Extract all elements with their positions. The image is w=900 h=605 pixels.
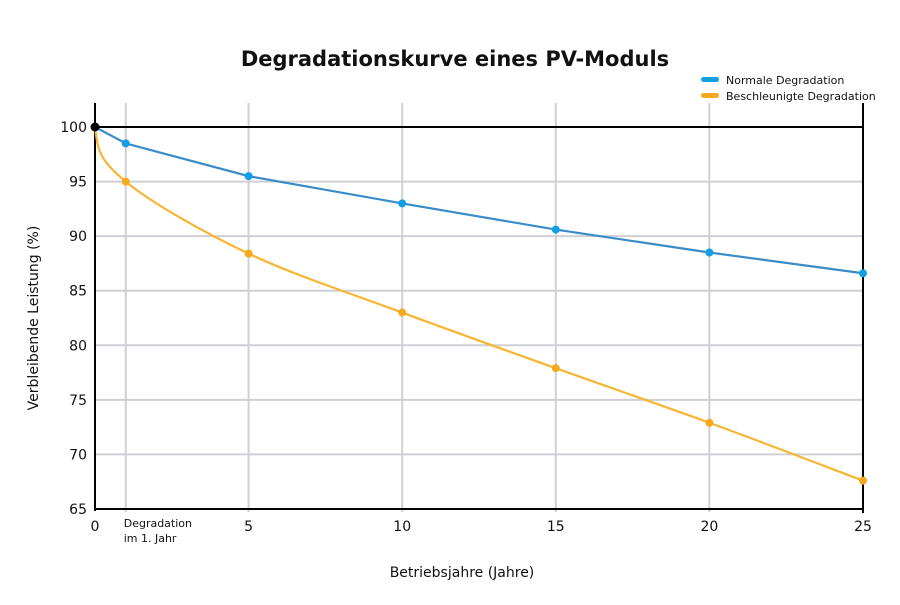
legend-label-normal: Normale Degradation (726, 74, 844, 87)
y-axis-label: Verbleibende Leistung (%) (26, 226, 42, 411)
x-tick-label: 15 (547, 519, 565, 535)
data-point (398, 199, 407, 208)
series-line-normal (94, 126, 864, 275)
y-tick-label: 85 (69, 284, 87, 300)
legend-label-accelerated: Beschleunigte Degradation (726, 90, 876, 103)
x-axis-label: Betriebsjahre (Jahre) (390, 565, 535, 581)
legend: Normale Degradation Beschleunigte Degrad… (701, 74, 876, 103)
y-tick-label: 65 (69, 502, 87, 518)
x-tick-label: 20 (700, 519, 718, 535)
y-tick-label: 70 (69, 447, 87, 463)
legend-item-accelerated: Beschleunigte Degradation (701, 90, 876, 103)
y-tick-label: 100 (60, 120, 87, 136)
tick-labels: 65 70 75 80 85 90 95 100 0 5 10 15 20 25 Degradation im… (60, 120, 872, 545)
legend-swatch-normal (701, 77, 719, 82)
x-tick-label: 25 (854, 519, 872, 535)
data-point (551, 225, 560, 234)
data-point (121, 139, 130, 148)
legend-swatch-accelerated (701, 93, 719, 98)
x-tick-label: 0 (91, 519, 100, 535)
series (90, 122, 867, 485)
x-tick-label: 10 (393, 519, 411, 535)
y-tick-label: 95 (69, 175, 87, 191)
annotation-label: Degradation (124, 517, 192, 530)
data-point (244, 249, 253, 258)
data-point (859, 269, 867, 278)
data-point (705, 248, 714, 257)
data-point (859, 476, 867, 485)
axes (94, 103, 864, 513)
data-point (551, 364, 560, 373)
annotation-label: im 1. Jahr (124, 532, 177, 545)
x-tick-label: 5 (244, 519, 253, 535)
start-point (90, 122, 100, 132)
series-line-accelerated (93, 126, 864, 482)
data-point (398, 308, 407, 317)
y-tick-label: 80 (69, 338, 87, 354)
data-point (705, 418, 714, 427)
y-tick-label: 75 (69, 393, 87, 409)
data-point (244, 172, 253, 181)
y-tick-label: 90 (69, 229, 87, 245)
grid (95, 103, 863, 512)
legend-item-normal: Normale Degradation (701, 74, 844, 87)
data-point (121, 177, 130, 186)
chart-title: Degradationskurve eines PV-Moduls (241, 47, 669, 71)
